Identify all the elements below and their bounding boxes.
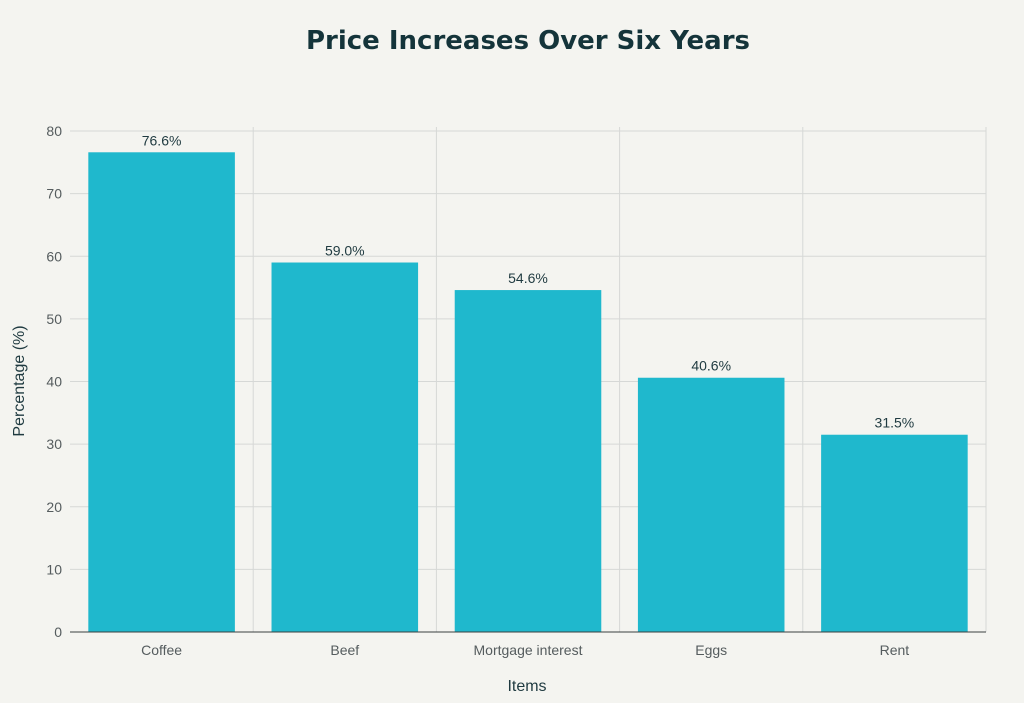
x-tick-label: Eggs (695, 642, 727, 658)
x-tick-label: Coffee (141, 642, 182, 658)
bar (637, 377, 785, 632)
x-tick-label: Beef (330, 642, 359, 658)
x-tick-label: Rent (880, 642, 910, 658)
y-tick-label: 20 (46, 499, 62, 515)
y-tick-label: 40 (46, 374, 62, 390)
bar-value-label: 40.6% (691, 358, 731, 374)
y-tick-label: 70 (46, 186, 62, 202)
y-tick-label: 10 (46, 561, 62, 577)
y-tick-label: 60 (46, 248, 62, 264)
bar (821, 434, 968, 632)
bar (271, 262, 419, 632)
y-tick-label: 50 (46, 311, 62, 327)
data-labels: 76.6% 59.0% 54.6% 40.6% 31.5% (142, 132, 915, 430)
x-axis-title: Items (507, 678, 546, 695)
bar-value-label: 54.6% (508, 270, 548, 286)
bar (454, 290, 602, 632)
bar (88, 152, 235, 633)
chart-title: Price Increases Over Six Years (306, 26, 750, 56)
x-tick-label: Mortgage interest (474, 642, 583, 658)
y-tick-label: 0 (54, 624, 62, 640)
y-tick-label: 30 (46, 436, 62, 452)
y-axis-title: Percentage (%) (11, 325, 28, 436)
bar-value-label: 59.0% (325, 243, 365, 259)
y-tick-label: 80 (46, 123, 62, 139)
bar-value-label: 76.6% (142, 132, 182, 148)
x-axis-ticks: Coffee Beef Mortgage interest Eggs Rent (141, 642, 909, 658)
bar-value-label: 31.5% (875, 415, 915, 431)
bars (88, 152, 968, 633)
y-axis-ticks: 0 10 20 30 40 50 60 70 80 (46, 123, 62, 640)
